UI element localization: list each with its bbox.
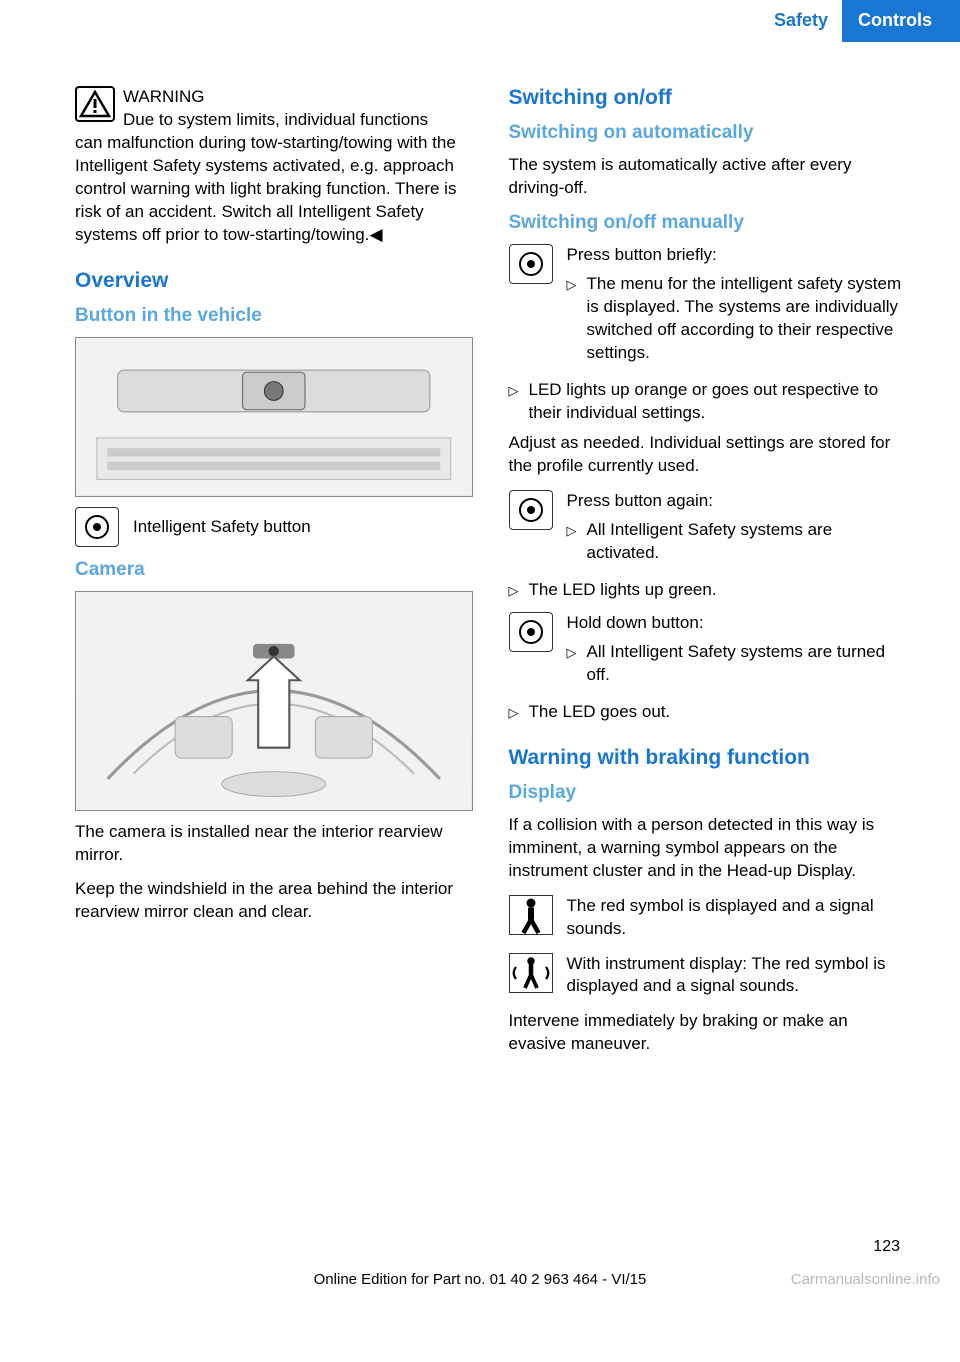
triangle-bullet-icon: ▷ xyxy=(567,522,577,565)
safety-button-icon xyxy=(509,490,553,530)
intelligent-safety-button-label: Intelligent Safety button xyxy=(133,517,311,537)
camera-p2: Keep the windshield in the area behind t… xyxy=(75,878,473,924)
watermark: Carmanualsonline.info xyxy=(791,1271,940,1288)
safety-button-icon xyxy=(509,244,553,284)
led-orange: LED lights up orange or goes out respect… xyxy=(529,379,907,425)
safety-button-icon xyxy=(509,612,553,652)
press-again: Press button again: xyxy=(567,490,907,513)
switching-onoff-heading: Switching on/off xyxy=(509,86,907,110)
warning-icon xyxy=(75,86,115,122)
display-heading: Display xyxy=(509,782,907,804)
camera-heading: Camera xyxy=(75,559,473,581)
press-brief: Press button briefly: xyxy=(567,244,907,267)
display-body: If a collision with a person detected in… xyxy=(509,814,907,883)
camera-illustration xyxy=(75,591,473,811)
pedestrian-sound-icon xyxy=(509,953,553,993)
triangle-bullet-icon: ▷ xyxy=(509,704,519,724)
triangle-bullet-icon: ▷ xyxy=(567,644,577,687)
dashboard-button-illustration xyxy=(75,337,473,497)
overview-heading: Overview xyxy=(75,269,473,293)
safety-button-icon xyxy=(75,507,119,547)
brief-bullet: The menu for the intelligent safety syst… xyxy=(587,273,907,365)
switching-auto-heading: Switching on automatically xyxy=(509,122,907,144)
warning-body-first: Due to system limits, individual functio… xyxy=(123,110,428,129)
again-bullet: All Intelligent Safety systems are activ… xyxy=(587,519,907,565)
auto-body: The system is automatically active after… xyxy=(509,154,907,200)
red-symbol-text: The red symbol is displayed and a signal… xyxy=(567,895,907,941)
hold-bullet: All Intelligent Safety systems are turne… xyxy=(587,641,907,687)
right-column: Switching on/off Switching on automatica… xyxy=(509,86,907,1300)
pedestrian-icon xyxy=(509,895,553,935)
page-header: Safety Controls xyxy=(0,0,960,42)
warning-body-rest: can malfunction during tow-starting/towi… xyxy=(75,132,473,247)
led-green: The LED lights up green. xyxy=(529,579,717,602)
adjust-text: Adjust as needed. Individual settings ar… xyxy=(509,432,907,478)
left-column: WARNING Due to system limits, individual… xyxy=(75,86,473,1300)
switching-manual-heading: Switching on/off manually xyxy=(509,212,907,234)
intervene-text: Intervene immediately by braking or make… xyxy=(509,1010,907,1056)
header-safety: Safety xyxy=(760,0,842,42)
warning-title: WARNING xyxy=(123,87,205,106)
camera-p1: The camera is installed near the interio… xyxy=(75,821,473,867)
warning-braking-heading: Warning with braking function xyxy=(509,746,907,770)
triangle-bullet-icon: ▷ xyxy=(567,276,577,365)
triangle-bullet-icon: ▷ xyxy=(509,382,519,425)
triangle-bullet-icon: ▷ xyxy=(509,582,519,602)
button-in-vehicle-heading: Button in the vehicle xyxy=(75,305,473,327)
hold-down: Hold down button: xyxy=(567,612,907,635)
header-controls: Controls xyxy=(842,0,960,42)
led-out: The LED goes out. xyxy=(529,701,671,724)
page-number: 123 xyxy=(873,1238,900,1256)
instrument-display-text: With instrument display: The red symbol … xyxy=(567,953,907,999)
